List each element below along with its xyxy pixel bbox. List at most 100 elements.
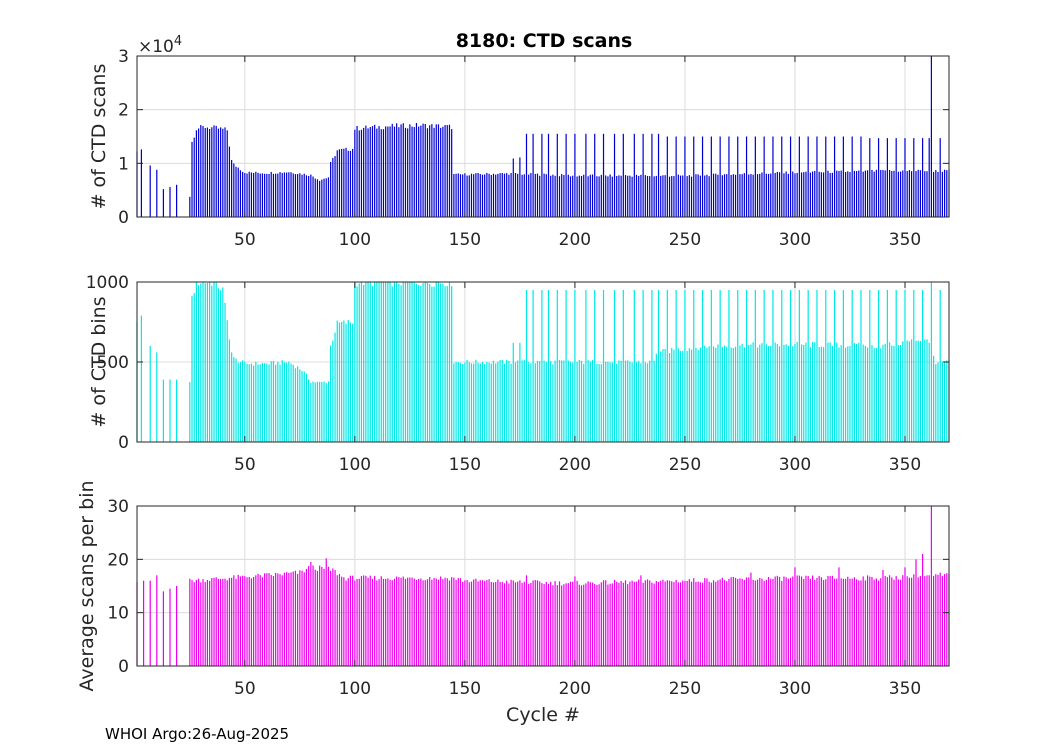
y-tick-label: 1	[118, 154, 129, 174]
bar	[543, 584, 545, 666]
bar	[688, 579, 690, 666]
bar	[376, 128, 378, 217]
bar	[198, 128, 200, 217]
bar	[695, 174, 697, 217]
bar	[908, 341, 910, 442]
bar	[563, 360, 565, 442]
bar	[728, 136, 730, 217]
bar	[873, 171, 875, 217]
bar	[629, 361, 631, 442]
bar	[635, 581, 638, 666]
bar	[822, 347, 825, 442]
bar	[688, 175, 690, 217]
bar	[913, 574, 915, 666]
bar	[679, 582, 682, 666]
bar	[611, 362, 613, 442]
bar	[838, 170, 840, 217]
bar	[376, 282, 378, 442]
bar	[677, 348, 679, 442]
bar	[924, 171, 926, 217]
bar	[587, 176, 589, 217]
bar	[554, 581, 556, 666]
bar	[734, 577, 737, 666]
bar	[484, 364, 486, 442]
bar	[825, 290, 827, 442]
bar	[635, 174, 638, 217]
bar	[730, 577, 732, 666]
bar	[492, 582, 495, 666]
bar	[932, 575, 935, 666]
bar	[332, 157, 334, 217]
bar	[789, 290, 792, 442]
bar	[561, 174, 563, 217]
bar	[437, 124, 440, 217]
bar	[550, 175, 552, 217]
x-tick-label: 50	[234, 230, 256, 250]
bar	[470, 363, 473, 442]
bar	[836, 578, 838, 666]
bar	[292, 364, 294, 442]
bar	[382, 282, 385, 442]
bar	[453, 363, 455, 442]
bar	[576, 176, 578, 217]
y-tick-label: 0	[118, 433, 129, 453]
bar	[354, 580, 356, 666]
bar	[193, 582, 195, 666]
bar	[847, 346, 849, 442]
bar	[728, 290, 730, 442]
bar	[688, 348, 690, 442]
bar	[783, 576, 785, 666]
bar	[486, 172, 488, 217]
bar	[602, 580, 605, 666]
bar	[609, 583, 611, 666]
bar	[523, 174, 525, 217]
bar	[411, 282, 413, 442]
bar	[886, 138, 888, 217]
bar	[492, 173, 495, 217]
bar	[816, 290, 818, 442]
bar	[941, 171, 944, 217]
bar	[424, 282, 426, 442]
bar	[420, 125, 422, 217]
bar	[316, 381, 319, 442]
bar	[501, 359, 503, 442]
bar	[270, 171, 272, 217]
bar	[294, 174, 297, 217]
bar	[244, 172, 246, 217]
bar	[873, 348, 875, 442]
bar	[242, 575, 244, 666]
bar	[224, 127, 226, 217]
x-tick-label: 150	[449, 679, 481, 699]
bar	[495, 174, 497, 217]
bar	[902, 170, 904, 217]
bar	[288, 572, 290, 666]
panel-ctd-bins: 50 100 150 200 250 300 350 0 500 1000 # of CTD b…	[86, 273, 950, 475]
bar	[910, 577, 913, 666]
bar	[673, 349, 675, 442]
bar	[369, 575, 371, 666]
bar	[701, 582, 704, 666]
bar	[622, 290, 624, 442]
bar	[506, 173, 508, 217]
bar	[899, 344, 902, 442]
bar	[149, 346, 151, 442]
bar	[633, 290, 635, 442]
bar	[338, 149, 341, 217]
bar	[811, 575, 814, 666]
exponent-power: 4	[174, 34, 182, 49]
bar	[244, 361, 246, 442]
bar	[774, 342, 776, 442]
bar	[237, 167, 239, 217]
bar	[734, 346, 737, 442]
bar	[822, 172, 825, 217]
bar	[633, 581, 635, 666]
bar	[869, 576, 871, 666]
bar	[893, 579, 895, 666]
x-tick-labels: 50 100 150 200 250 300 350	[234, 506, 921, 699]
bar	[220, 127, 222, 217]
bar	[477, 581, 479, 666]
bar	[431, 579, 433, 666]
bar	[400, 124, 402, 217]
bar	[215, 577, 217, 666]
bar	[301, 570, 303, 666]
